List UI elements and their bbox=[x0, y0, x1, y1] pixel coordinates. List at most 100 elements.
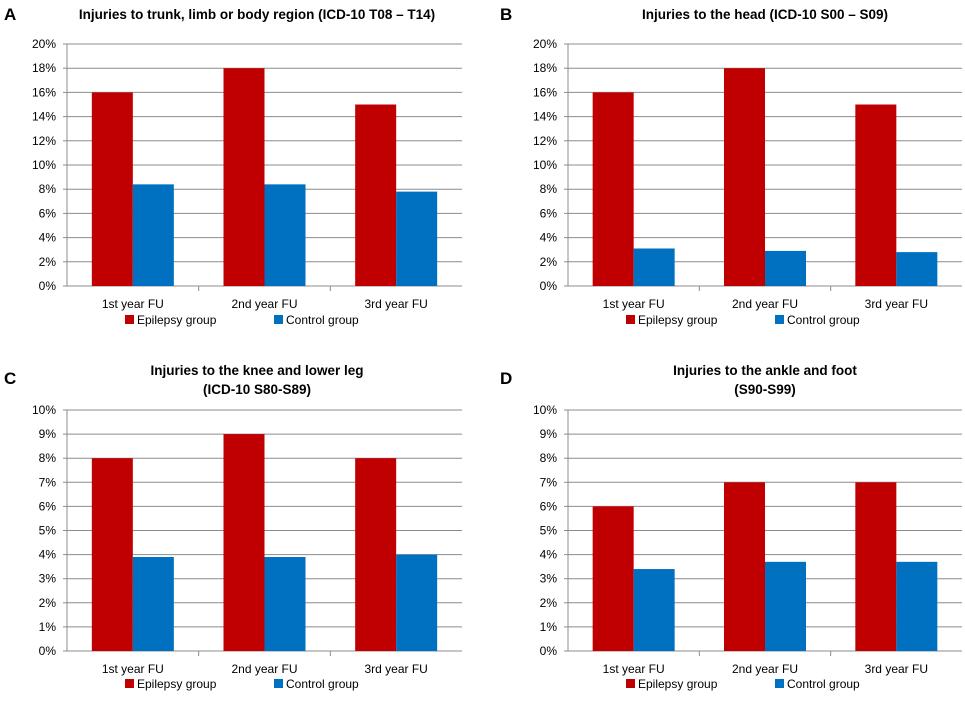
legend-swatch-control bbox=[274, 315, 283, 324]
chart-panel-b: B Injuries to the head (ICD-10 S00 – S09)… bbox=[500, 5, 962, 327]
bar-control bbox=[896, 561, 938, 651]
bar-epilepsy bbox=[724, 68, 765, 286]
y-tick-label: 4% bbox=[39, 548, 57, 562]
bar-epilepsy bbox=[592, 92, 634, 287]
legend-swatch-epilepsy bbox=[125, 679, 134, 688]
legend-label: Epilepsy group bbox=[638, 313, 718, 327]
y-tick-label: 6% bbox=[540, 206, 558, 220]
legend-label: Control group bbox=[787, 677, 860, 691]
y-tick-label: 5% bbox=[39, 524, 57, 538]
legend-label: Control group bbox=[286, 313, 359, 327]
bar-control bbox=[396, 191, 438, 286]
panel-letter: C bbox=[4, 369, 16, 388]
chart-title: Injuries to the ankle and foot bbox=[673, 363, 857, 378]
bar-control bbox=[765, 250, 806, 286]
chart-panel-c: C Injuries to the knee and lower leg (ICD-… bbox=[4, 363, 462, 691]
y-tick-label: 0% bbox=[39, 644, 57, 658]
legend-label: Control group bbox=[787, 313, 860, 327]
y-tick-label: 2% bbox=[39, 255, 57, 269]
y-tick-label: 3% bbox=[540, 572, 558, 586]
y-tick-label: 8% bbox=[540, 182, 558, 196]
panel-letter: A bbox=[4, 5, 16, 24]
chart-title: Injuries to the knee and lower leg bbox=[150, 363, 363, 378]
y-tick-label: 10% bbox=[32, 158, 56, 172]
y-tick-label: 14% bbox=[32, 110, 56, 124]
y-tick-label: 8% bbox=[39, 182, 57, 196]
chart-title: (ICD-10 S80-S89) bbox=[203, 382, 311, 397]
y-tick-label: 10% bbox=[533, 403, 557, 417]
bar-epilepsy bbox=[724, 482, 765, 651]
y-tick-label: 4% bbox=[540, 231, 558, 245]
bar-control bbox=[396, 554, 438, 651]
y-tick-label: 0% bbox=[540, 644, 558, 658]
x-tick-label: 3rd year FU bbox=[865, 297, 928, 311]
y-tick-label: 1% bbox=[39, 620, 57, 634]
y-tick-label: 18% bbox=[533, 61, 557, 75]
x-tick-label: 3rd year FU bbox=[865, 662, 928, 676]
bar-control bbox=[132, 557, 174, 651]
bar-epilepsy bbox=[592, 506, 634, 651]
bar-epilepsy bbox=[855, 482, 897, 651]
y-tick-label: 2% bbox=[39, 596, 57, 610]
y-tick-label: 0% bbox=[540, 279, 558, 293]
y-tick-label: 16% bbox=[533, 85, 557, 99]
chart-panel-d: D Injuries to the ankle and foot (S90-S99)… bbox=[500, 363, 962, 691]
x-tick-label: 1st year FU bbox=[603, 297, 665, 311]
y-tick-label: 7% bbox=[540, 475, 558, 489]
x-tick-label: 2nd year FU bbox=[231, 297, 297, 311]
bar-epilepsy bbox=[223, 68, 265, 286]
x-tick-label: 1st year FU bbox=[102, 662, 164, 676]
y-tick-label: 8% bbox=[39, 451, 57, 465]
y-tick-label: 6% bbox=[39, 206, 57, 220]
bar-control bbox=[264, 184, 306, 286]
bar-control bbox=[896, 252, 938, 286]
bar-control bbox=[633, 569, 675, 651]
y-tick-label: 10% bbox=[533, 158, 557, 172]
x-tick-label: 1st year FU bbox=[102, 297, 164, 311]
legend-label: Epilepsy group bbox=[638, 677, 718, 691]
y-tick-label: 12% bbox=[533, 134, 557, 148]
legend-label: Control group bbox=[286, 677, 359, 691]
x-tick-label: 2nd year FU bbox=[732, 662, 798, 676]
y-tick-label: 16% bbox=[32, 85, 56, 99]
y-tick-label: 0% bbox=[39, 279, 57, 293]
y-tick-label: 2% bbox=[540, 596, 558, 610]
bar-epilepsy bbox=[91, 92, 133, 287]
y-tick-label: 9% bbox=[39, 427, 57, 441]
chart-title: Injuries to trunk, limb or body region (… bbox=[79, 7, 435, 22]
bar-epilepsy bbox=[91, 458, 133, 651]
chart-title: Injuries to the head (ICD-10 S00 – S09) bbox=[642, 7, 888, 22]
y-tick-label: 6% bbox=[39, 499, 57, 513]
y-tick-label: 1% bbox=[540, 620, 558, 634]
y-tick-label: 4% bbox=[540, 548, 558, 562]
chart-title: (S90-S99) bbox=[734, 382, 796, 397]
y-tick-label: 6% bbox=[540, 499, 558, 513]
legend-swatch-control bbox=[775, 315, 784, 324]
bar-epilepsy bbox=[355, 104, 397, 286]
bar-control bbox=[633, 248, 675, 286]
legend-swatch-epilepsy bbox=[125, 315, 134, 324]
legend-label: Epilepsy group bbox=[137, 313, 217, 327]
legend-swatch-control bbox=[775, 679, 784, 688]
x-tick-label: 3rd year FU bbox=[364, 662, 427, 676]
y-tick-label: 20% bbox=[32, 37, 56, 51]
x-tick-label: 2nd year FU bbox=[732, 297, 798, 311]
legend-label: Epilepsy group bbox=[137, 677, 217, 691]
x-tick-label: 3rd year FU bbox=[364, 297, 427, 311]
panel-letter: D bbox=[500, 369, 512, 388]
panel-letter: B bbox=[500, 5, 512, 24]
x-tick-label: 1st year FU bbox=[603, 662, 665, 676]
x-tick-label: 2nd year FU bbox=[231, 662, 297, 676]
legend-swatch-control bbox=[274, 679, 283, 688]
y-tick-label: 14% bbox=[533, 110, 557, 124]
bar-control bbox=[132, 184, 174, 286]
y-tick-label: 7% bbox=[39, 475, 57, 489]
y-tick-label: 2% bbox=[540, 255, 558, 269]
y-tick-label: 8% bbox=[540, 451, 558, 465]
bar-control bbox=[765, 561, 806, 651]
y-tick-label: 9% bbox=[540, 427, 558, 441]
y-tick-label: 5% bbox=[540, 524, 558, 538]
y-tick-label: 4% bbox=[39, 231, 57, 245]
y-tick-label: 3% bbox=[39, 572, 57, 586]
